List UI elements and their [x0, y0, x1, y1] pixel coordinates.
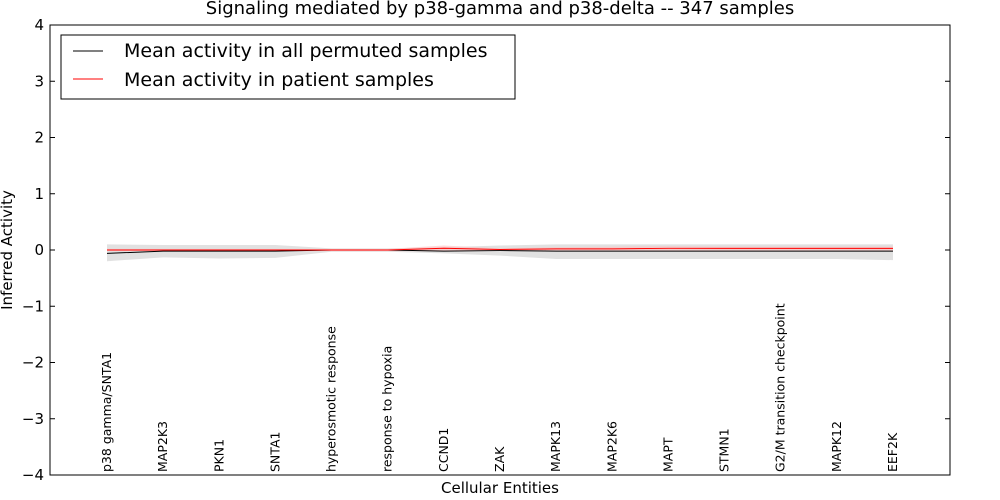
y-tick-label: 0 [34, 241, 44, 259]
confidence-bands [107, 244, 893, 262]
category-label: hyperosmotic response [324, 326, 339, 472]
category-label: p38 gamma/SNTA1 [99, 352, 114, 472]
line-patient [107, 247, 893, 251]
category-label: MAPK12 [829, 421, 844, 472]
category-label: MAP2K3 [155, 421, 170, 472]
legend-box [60, 34, 516, 100]
y-tick-label: −4 [22, 466, 44, 484]
y-axis-title: Inferred Activity [0, 190, 16, 310]
category-label: response to hypoxia [380, 346, 395, 472]
legend: Mean activity in all permuted samples Me… [60, 34, 516, 100]
legend-label-permuted: Mean activity in all permuted samples [124, 40, 487, 62]
y-tick-label: −2 [22, 354, 44, 372]
category-label: G2/M transition checkpoint [773, 303, 788, 472]
y-tick-label: 3 [34, 72, 44, 90]
chart-title: Signaling mediated by p38-gamma and p38-… [206, 0, 794, 19]
series-lines [106, 247, 893, 254]
category-label: ZAK [492, 446, 507, 472]
y-axis: −4 −3 −2 −1 0 1 2 3 4 [22, 16, 950, 484]
y-tick-label: −3 [22, 410, 44, 428]
category-label: MAPT [660, 437, 675, 472]
category-label: MAPK13 [548, 421, 563, 472]
category-label: STMN1 [717, 428, 732, 472]
category-label: CCND1 [436, 428, 451, 472]
y-tick-label: 4 [34, 16, 44, 34]
legend-label-patient: Mean activity in patient samples [124, 69, 434, 91]
category-label: EEF2K [885, 432, 900, 472]
category-label: SNTA1 [267, 432, 282, 472]
line-permuted [106, 249, 893, 254]
category-labels: p38 gamma/SNTA1 MAP2K3 PKN1 SNTA1 hyperosmot… [99, 303, 900, 472]
x-axis-title: Cellular Entities [441, 479, 559, 497]
y-tick-label: 1 [34, 185, 44, 203]
category-label: PKN1 [211, 439, 226, 472]
y-tick-label: −1 [22, 297, 44, 315]
y-tick-label: 2 [34, 129, 44, 147]
category-label: MAP2K6 [604, 421, 619, 472]
